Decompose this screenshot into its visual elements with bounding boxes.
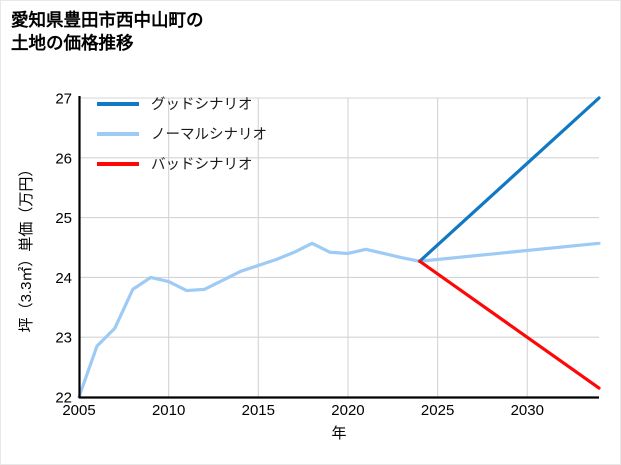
legend-label: バッドシナリオ xyxy=(151,157,253,173)
y-gridlines xyxy=(79,97,599,398)
legend-label: グッドシナリオ xyxy=(151,96,253,113)
y-tick-label: 23 xyxy=(55,330,72,347)
x-tick-label: 2020 xyxy=(331,402,364,419)
y-tick-label: 26 xyxy=(55,150,72,167)
chart-title: 愛知県豊田市西中山町の 土地の価格推移 xyxy=(11,10,204,54)
series-lines xyxy=(77,96,601,399)
x-tick-label: 2030 xyxy=(511,402,544,419)
legend-label: ノーマルシナリオ xyxy=(151,127,267,143)
x-axis-title: 年 xyxy=(331,425,346,442)
y-tick-labels: 22 23 24 25 26 27 xyxy=(55,91,72,407)
series-line xyxy=(418,259,601,390)
x-tick-label: 2015 xyxy=(242,402,275,419)
x-tick-label: 2025 xyxy=(421,402,454,419)
series-line xyxy=(418,96,601,263)
y-tick-label: 22 xyxy=(55,390,72,407)
x-tick-label: 2010 xyxy=(152,402,185,419)
series-line xyxy=(77,241,601,399)
y-tick-label: 27 xyxy=(55,91,72,108)
x-tick-label: 2005 xyxy=(62,402,95,419)
y-tick-label: 25 xyxy=(55,210,72,227)
x-tick-labels: 2005 2010 2015 2020 2025 2030 xyxy=(62,402,544,419)
y-axis-title: 坪（3.3㎡）単価（万円） xyxy=(18,162,35,333)
y-tick-label: 24 xyxy=(55,270,72,287)
axis-spines xyxy=(78,96,599,399)
